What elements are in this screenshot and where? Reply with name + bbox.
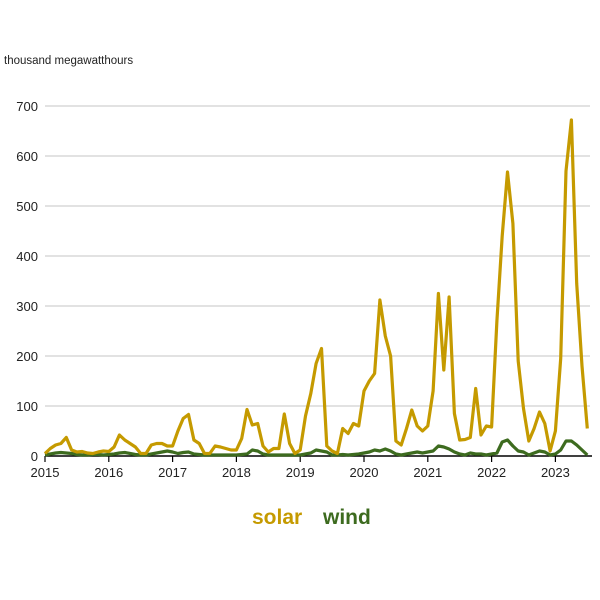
x-tick-label: 2023 (541, 465, 570, 480)
x-tick-label: 2016 (94, 465, 123, 480)
y-axis: 0 100 200 300 400 500 600 700 (16, 99, 38, 464)
y-tick-label: 700 (16, 99, 38, 114)
series-line-solar (43, 118, 589, 456)
series-lines (43, 118, 589, 457)
x-tick-label: 2015 (31, 465, 60, 480)
gridlines (45, 105, 590, 407)
y-tick-label: 0 (31, 449, 38, 464)
y-tick-label: 500 (16, 199, 38, 214)
x-tick-label: 2020 (350, 465, 379, 480)
y-tick-label: 200 (16, 349, 38, 364)
legend: solar wind (252, 506, 371, 529)
x-tick-label: 2021 (413, 465, 442, 480)
x-tick-label: 2018 (222, 465, 251, 480)
y-tick-label: 300 (16, 299, 38, 314)
series-line-wind (44, 438, 589, 457)
x-tick-label: 2019 (286, 465, 315, 480)
y-tick-label: 600 (16, 149, 38, 164)
y-tick-label: 400 (16, 249, 38, 264)
x-tick-label: 2017 (158, 465, 187, 480)
y-tick-label: 100 (16, 399, 38, 414)
x-tick-label: 2022 (477, 465, 506, 480)
legend-solar: solar (252, 506, 302, 529)
y-axis-unit-label: thousand megawatthours (4, 55, 133, 67)
x-axis: 2015 2016 2017 2018 2019 2020 2021 2022 2023 (31, 455, 592, 480)
legend-wind: wind (322, 506, 371, 529)
